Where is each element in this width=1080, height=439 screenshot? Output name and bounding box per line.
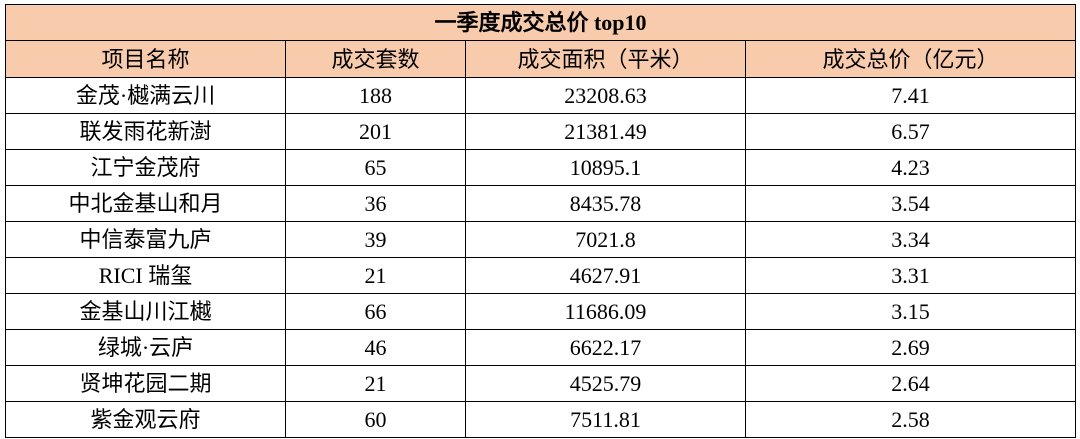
cell: 紫金观云府 bbox=[5, 401, 286, 438]
table-title: 一季度成交总价 top10 bbox=[5, 4, 1076, 41]
data-row: RICI 瑞玺 21 4627.91 3.31 bbox=[5, 257, 1076, 294]
cell: 4525.79 bbox=[465, 365, 746, 402]
cell: 7511.81 bbox=[465, 401, 746, 438]
header-cell: 成交套数 bbox=[285, 40, 466, 78]
cell: 6.57 bbox=[745, 113, 1076, 150]
cell: 65 bbox=[285, 149, 466, 186]
table-body: 一季度成交总价 top10 项目名称 成交套数 成交面积（平米） 成交总价（亿元） 金茂… bbox=[5, 4, 1076, 438]
cell: 贤坤花园二期 bbox=[5, 365, 286, 402]
cell: 3.15 bbox=[745, 293, 1076, 330]
cell: 8435.78 bbox=[465, 185, 746, 222]
cell: 金茂·樾满云川 bbox=[5, 77, 286, 114]
cell: 2.64 bbox=[745, 365, 1076, 402]
cell: 3.54 bbox=[745, 185, 1076, 222]
cell: 2.69 bbox=[745, 329, 1076, 366]
data-table: 一季度成交总价 top10 项目名称 成交套数 成交面积（平米） 成交总价（亿元） 金茂… bbox=[5, 4, 1076, 438]
cell: 3.34 bbox=[745, 221, 1076, 258]
data-row: 金基山川江樾 66 11686.09 3.15 bbox=[5, 293, 1076, 330]
cell: 21 bbox=[285, 257, 466, 294]
cell: 4627.91 bbox=[465, 257, 746, 294]
data-row: 中北金基山和月 36 8435.78 3.54 bbox=[5, 185, 1076, 222]
cell: 7021.8 bbox=[465, 221, 746, 258]
data-row: 金茂·樾满云川 188 23208.63 7.41 bbox=[5, 77, 1076, 114]
cell: 21381.49 bbox=[465, 113, 746, 150]
data-row: 绿城·云庐 46 6622.17 2.69 bbox=[5, 329, 1076, 366]
table-container: 一季度成交总价 top10 项目名称 成交套数 成交面积（平米） 成交总价（亿元） 金茂… bbox=[5, 4, 1076, 438]
cell: 46 bbox=[285, 329, 466, 366]
cell: 江宁金茂府 bbox=[5, 149, 286, 186]
header-cell: 项目名称 bbox=[5, 40, 286, 78]
cell: 4.23 bbox=[745, 149, 1076, 186]
data-row: 贤坤花园二期 21 4525.79 2.64 bbox=[5, 365, 1076, 402]
header-cell: 成交面积（平米） bbox=[465, 40, 746, 78]
cell: 6622.17 bbox=[465, 329, 746, 366]
cell: 绿城·云庐 bbox=[5, 329, 286, 366]
cell: 60 bbox=[285, 401, 466, 438]
cell: 23208.63 bbox=[465, 77, 746, 114]
cell: 201 bbox=[285, 113, 466, 150]
cell: 金基山川江樾 bbox=[5, 293, 286, 330]
cell: 39 bbox=[285, 221, 466, 258]
cell: 7.41 bbox=[745, 77, 1076, 114]
title-row: 一季度成交总价 top10 bbox=[5, 4, 1076, 41]
cell: 2.58 bbox=[745, 401, 1076, 438]
cell: 中信泰富九庐 bbox=[5, 221, 286, 258]
cell: 11686.09 bbox=[465, 293, 746, 330]
cell: 21 bbox=[285, 365, 466, 402]
data-row: 紫金观云府 60 7511.81 2.58 bbox=[5, 401, 1076, 438]
cell: 188 bbox=[285, 77, 466, 114]
cell: 66 bbox=[285, 293, 466, 330]
cell: RICI 瑞玺 bbox=[5, 257, 286, 294]
data-row: 江宁金茂府 65 10895.1 4.23 bbox=[5, 149, 1076, 186]
data-row: 联发雨花新澍 201 21381.49 6.57 bbox=[5, 113, 1076, 150]
cell: 3.31 bbox=[745, 257, 1076, 294]
header-row: 项目名称 成交套数 成交面积（平米） 成交总价（亿元） bbox=[5, 40, 1076, 78]
cell: 10895.1 bbox=[465, 149, 746, 186]
cell: 36 bbox=[285, 185, 466, 222]
header-cell: 成交总价（亿元） bbox=[745, 40, 1076, 78]
data-row: 中信泰富九庐 39 7021.8 3.34 bbox=[5, 221, 1076, 258]
cell: 中北金基山和月 bbox=[5, 185, 286, 222]
cell: 联发雨花新澍 bbox=[5, 113, 286, 150]
